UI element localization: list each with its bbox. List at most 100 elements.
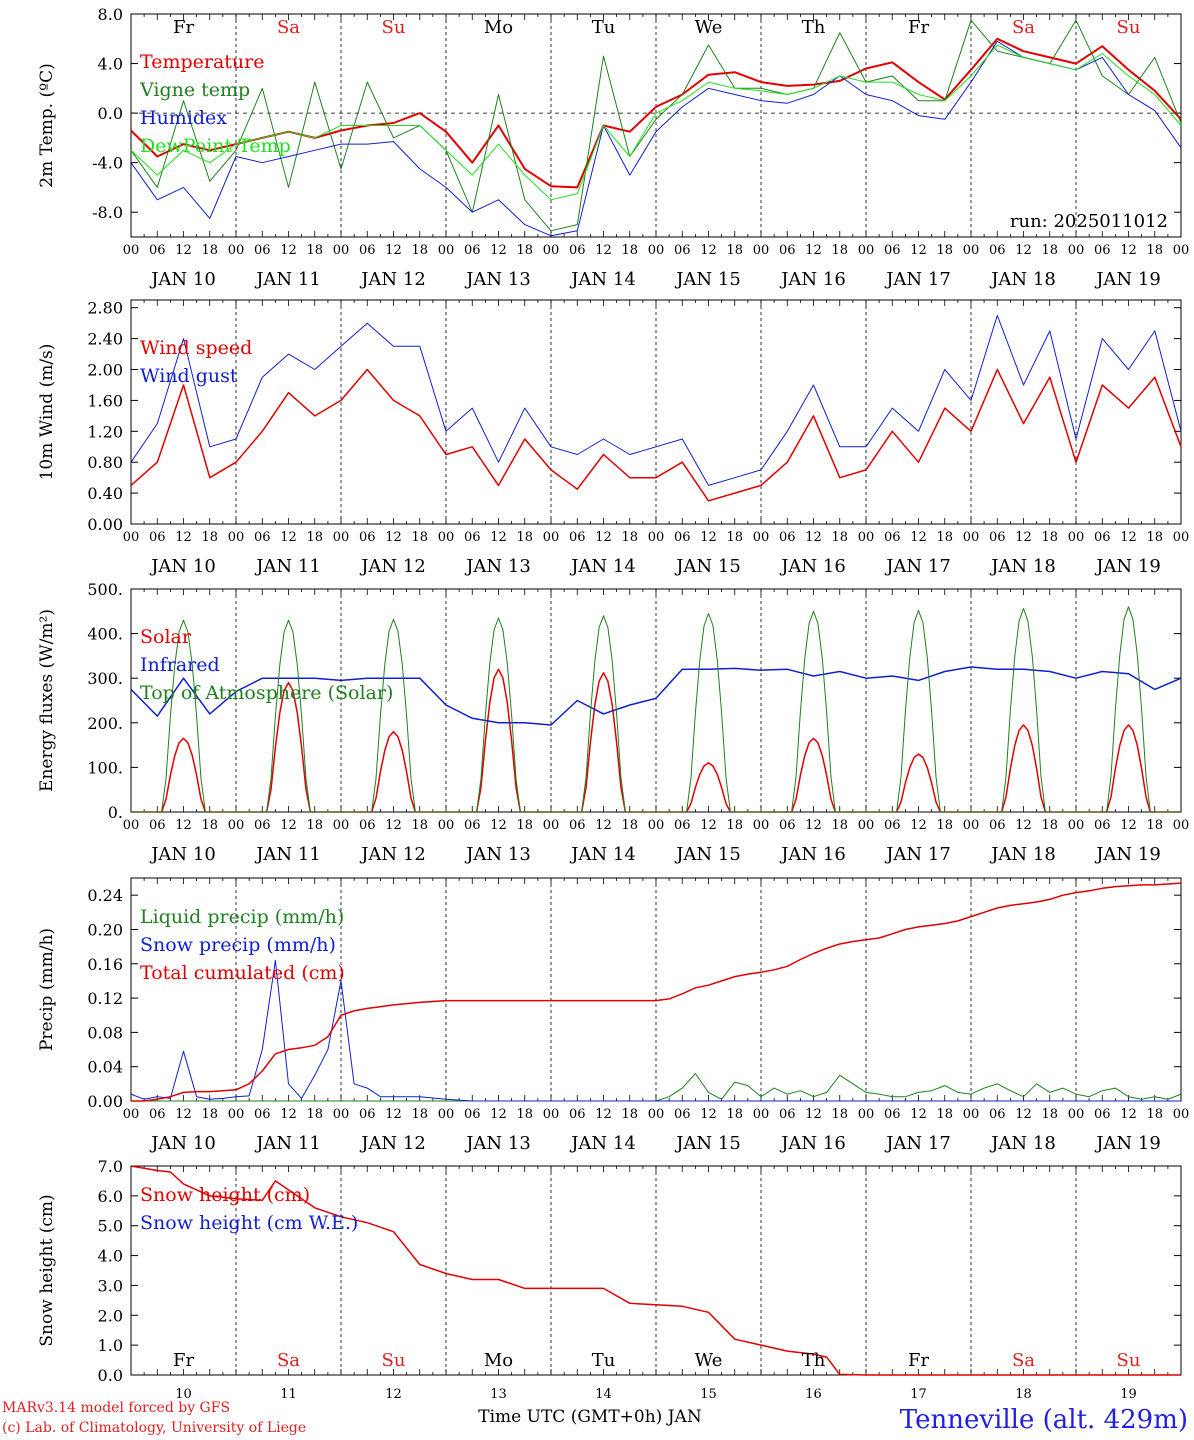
y-tick-label: 7.0: [98, 1157, 123, 1176]
hour-tick-label: 00: [438, 243, 455, 258]
hour-tick-label: 06: [569, 243, 586, 258]
hour-tick-label: 06: [464, 1107, 481, 1122]
hour-tick-label: 06: [989, 530, 1006, 545]
series-line-4-3: [131, 882, 1182, 1102]
weekday-label: Mo: [484, 17, 513, 38]
date-label: JAN 17: [884, 844, 951, 865]
weekday-label: Fr: [908, 17, 929, 38]
hour-tick-label: 18: [306, 818, 323, 833]
hour-tick-label: 18: [726, 243, 743, 258]
hour-tick-label: 12: [1015, 530, 1032, 545]
hour-tick-label: 18: [936, 243, 953, 258]
hour-tick-label: 18: [726, 1107, 743, 1122]
weekday-label: Fr: [173, 1350, 194, 1371]
hour-tick-label: 00: [648, 1107, 665, 1122]
date-label: JAN 12: [359, 556, 426, 577]
hour-tick-label: 00: [1173, 530, 1190, 545]
hour-tick-label: 18: [201, 1107, 218, 1122]
hour-tick-label: 12: [385, 1107, 402, 1122]
hour-tick-label: 06: [569, 818, 586, 833]
hour-tick-label: 00: [963, 1107, 980, 1122]
hour-tick-label: 12: [385, 818, 402, 833]
y-tick-label: 1.60: [87, 391, 123, 410]
model-credit: MARv3.14 model forced by GFS: [2, 1400, 230, 1416]
y-tick-label: 0.: [108, 803, 123, 822]
hour-tick-label: 00: [333, 1107, 350, 1122]
hour-tick-label: 18: [1146, 1107, 1163, 1122]
y-tick-label: 5.0: [98, 1217, 123, 1236]
hour-tick-label: 00: [228, 1107, 245, 1122]
date-label: JAN 13: [464, 844, 531, 865]
hour-tick-label: 18: [726, 818, 743, 833]
legend-entry: Temperature: [140, 51, 264, 73]
hour-tick-label: 18: [306, 1107, 323, 1122]
hour-tick-label: 00: [1173, 243, 1190, 258]
y-tick-label: 400.: [87, 625, 123, 644]
x-axis-label: Time UTC (GMT+0h) JAN: [478, 1407, 702, 1427]
date-label: JAN 19: [1094, 556, 1161, 577]
hour-tick-label: 00: [1068, 818, 1085, 833]
date-label: JAN 18: [989, 844, 1056, 865]
legend-entry: Snow height (cm): [140, 1184, 310, 1206]
hour-tick-label: 12: [595, 530, 612, 545]
hour-tick-label: 18: [411, 243, 428, 258]
y-tick-label: 2.80: [87, 299, 123, 318]
hour-tick-label: 12: [280, 1107, 297, 1122]
hour-tick-label: 18: [516, 818, 533, 833]
hour-tick-label: 12: [910, 818, 927, 833]
series-line-3-3: [131, 606, 1181, 813]
hour-tick-label: 12: [910, 530, 927, 545]
hour-tick-label: 00: [648, 530, 665, 545]
hour-tick-label: 06: [779, 243, 796, 258]
date-label: JAN 16: [779, 269, 846, 290]
hour-tick-label: 12: [385, 530, 402, 545]
hour-tick-label: 00: [963, 818, 980, 833]
hour-tick-label: 00: [753, 818, 770, 833]
hour-tick-label: 06: [464, 530, 481, 545]
date-label: JAN 11: [254, 1133, 321, 1154]
hour-tick-label: 18: [831, 818, 848, 833]
panel-2: 2.80 2.40 2.00 1.60 1.20 0.80 0.40 0.00 10m Wind…: [37, 299, 1189, 577]
hour-tick-label: 06: [1094, 243, 1111, 258]
hour-tick-label: 06: [674, 1107, 691, 1122]
y-tick-label: 0.00: [87, 1092, 123, 1111]
hour-tick-label: 18: [621, 1107, 638, 1122]
hour-tick-label: 06: [569, 530, 586, 545]
hour-tick-label: 18: [411, 1107, 428, 1122]
panel-3: 500. 400. 300. 200. 100. 0. Energy fluxes (W/m…: [37, 580, 1189, 865]
series-line-5-1: [130, 1165, 1181, 1376]
hour-tick-label: 12: [805, 1107, 822, 1122]
hour-tick-label: 00: [438, 818, 455, 833]
hour-tick-label: 12: [1015, 818, 1032, 833]
day-number-label: 19: [1120, 1387, 1137, 1402]
hour-tick-label: 12: [280, 530, 297, 545]
hour-tick-label: 06: [1094, 530, 1111, 545]
hour-tick-label: 06: [359, 530, 376, 545]
hour-tick-label: 12: [385, 243, 402, 258]
hour-tick-label: 12: [490, 530, 507, 545]
date-label: JAN 14: [569, 1133, 636, 1154]
hour-tick-label: 12: [175, 818, 192, 833]
hour-tick-label: 00: [753, 243, 770, 258]
series-line-4-1: [131, 1073, 1182, 1102]
legend-entry: Solar: [140, 626, 192, 648]
hour-tick-label: 06: [779, 1107, 796, 1122]
hour-tick-label: 06: [359, 818, 376, 833]
hour-tick-label: 00: [228, 818, 245, 833]
hour-tick-label: 00: [543, 530, 560, 545]
y-tick-label: 0.40: [87, 484, 123, 503]
weekday-label: Tu: [592, 17, 616, 38]
legend-entry: Wind gust: [140, 365, 238, 387]
hour-tick-label: 18: [831, 243, 848, 258]
y-tick-label: 1.0: [98, 1336, 123, 1355]
hour-tick-label: 00: [1068, 530, 1085, 545]
panel-1: 8.0 4.0 0.0 -4.0 -8.0 2m Temp. (ºC) Temperatur…: [37, 5, 1189, 290]
date-label: JAN 19: [1094, 1133, 1161, 1154]
y-tick-label: 0.24: [87, 886, 123, 905]
hour-tick-label: 06: [149, 818, 166, 833]
legend-entry: Liquid precip (mm/h): [140, 906, 344, 928]
hour-tick-label: 00: [123, 530, 140, 545]
legend-entry: Total cumulated (cm): [140, 962, 345, 984]
hour-tick-label: 06: [674, 818, 691, 833]
hour-tick-label: 18: [936, 818, 953, 833]
